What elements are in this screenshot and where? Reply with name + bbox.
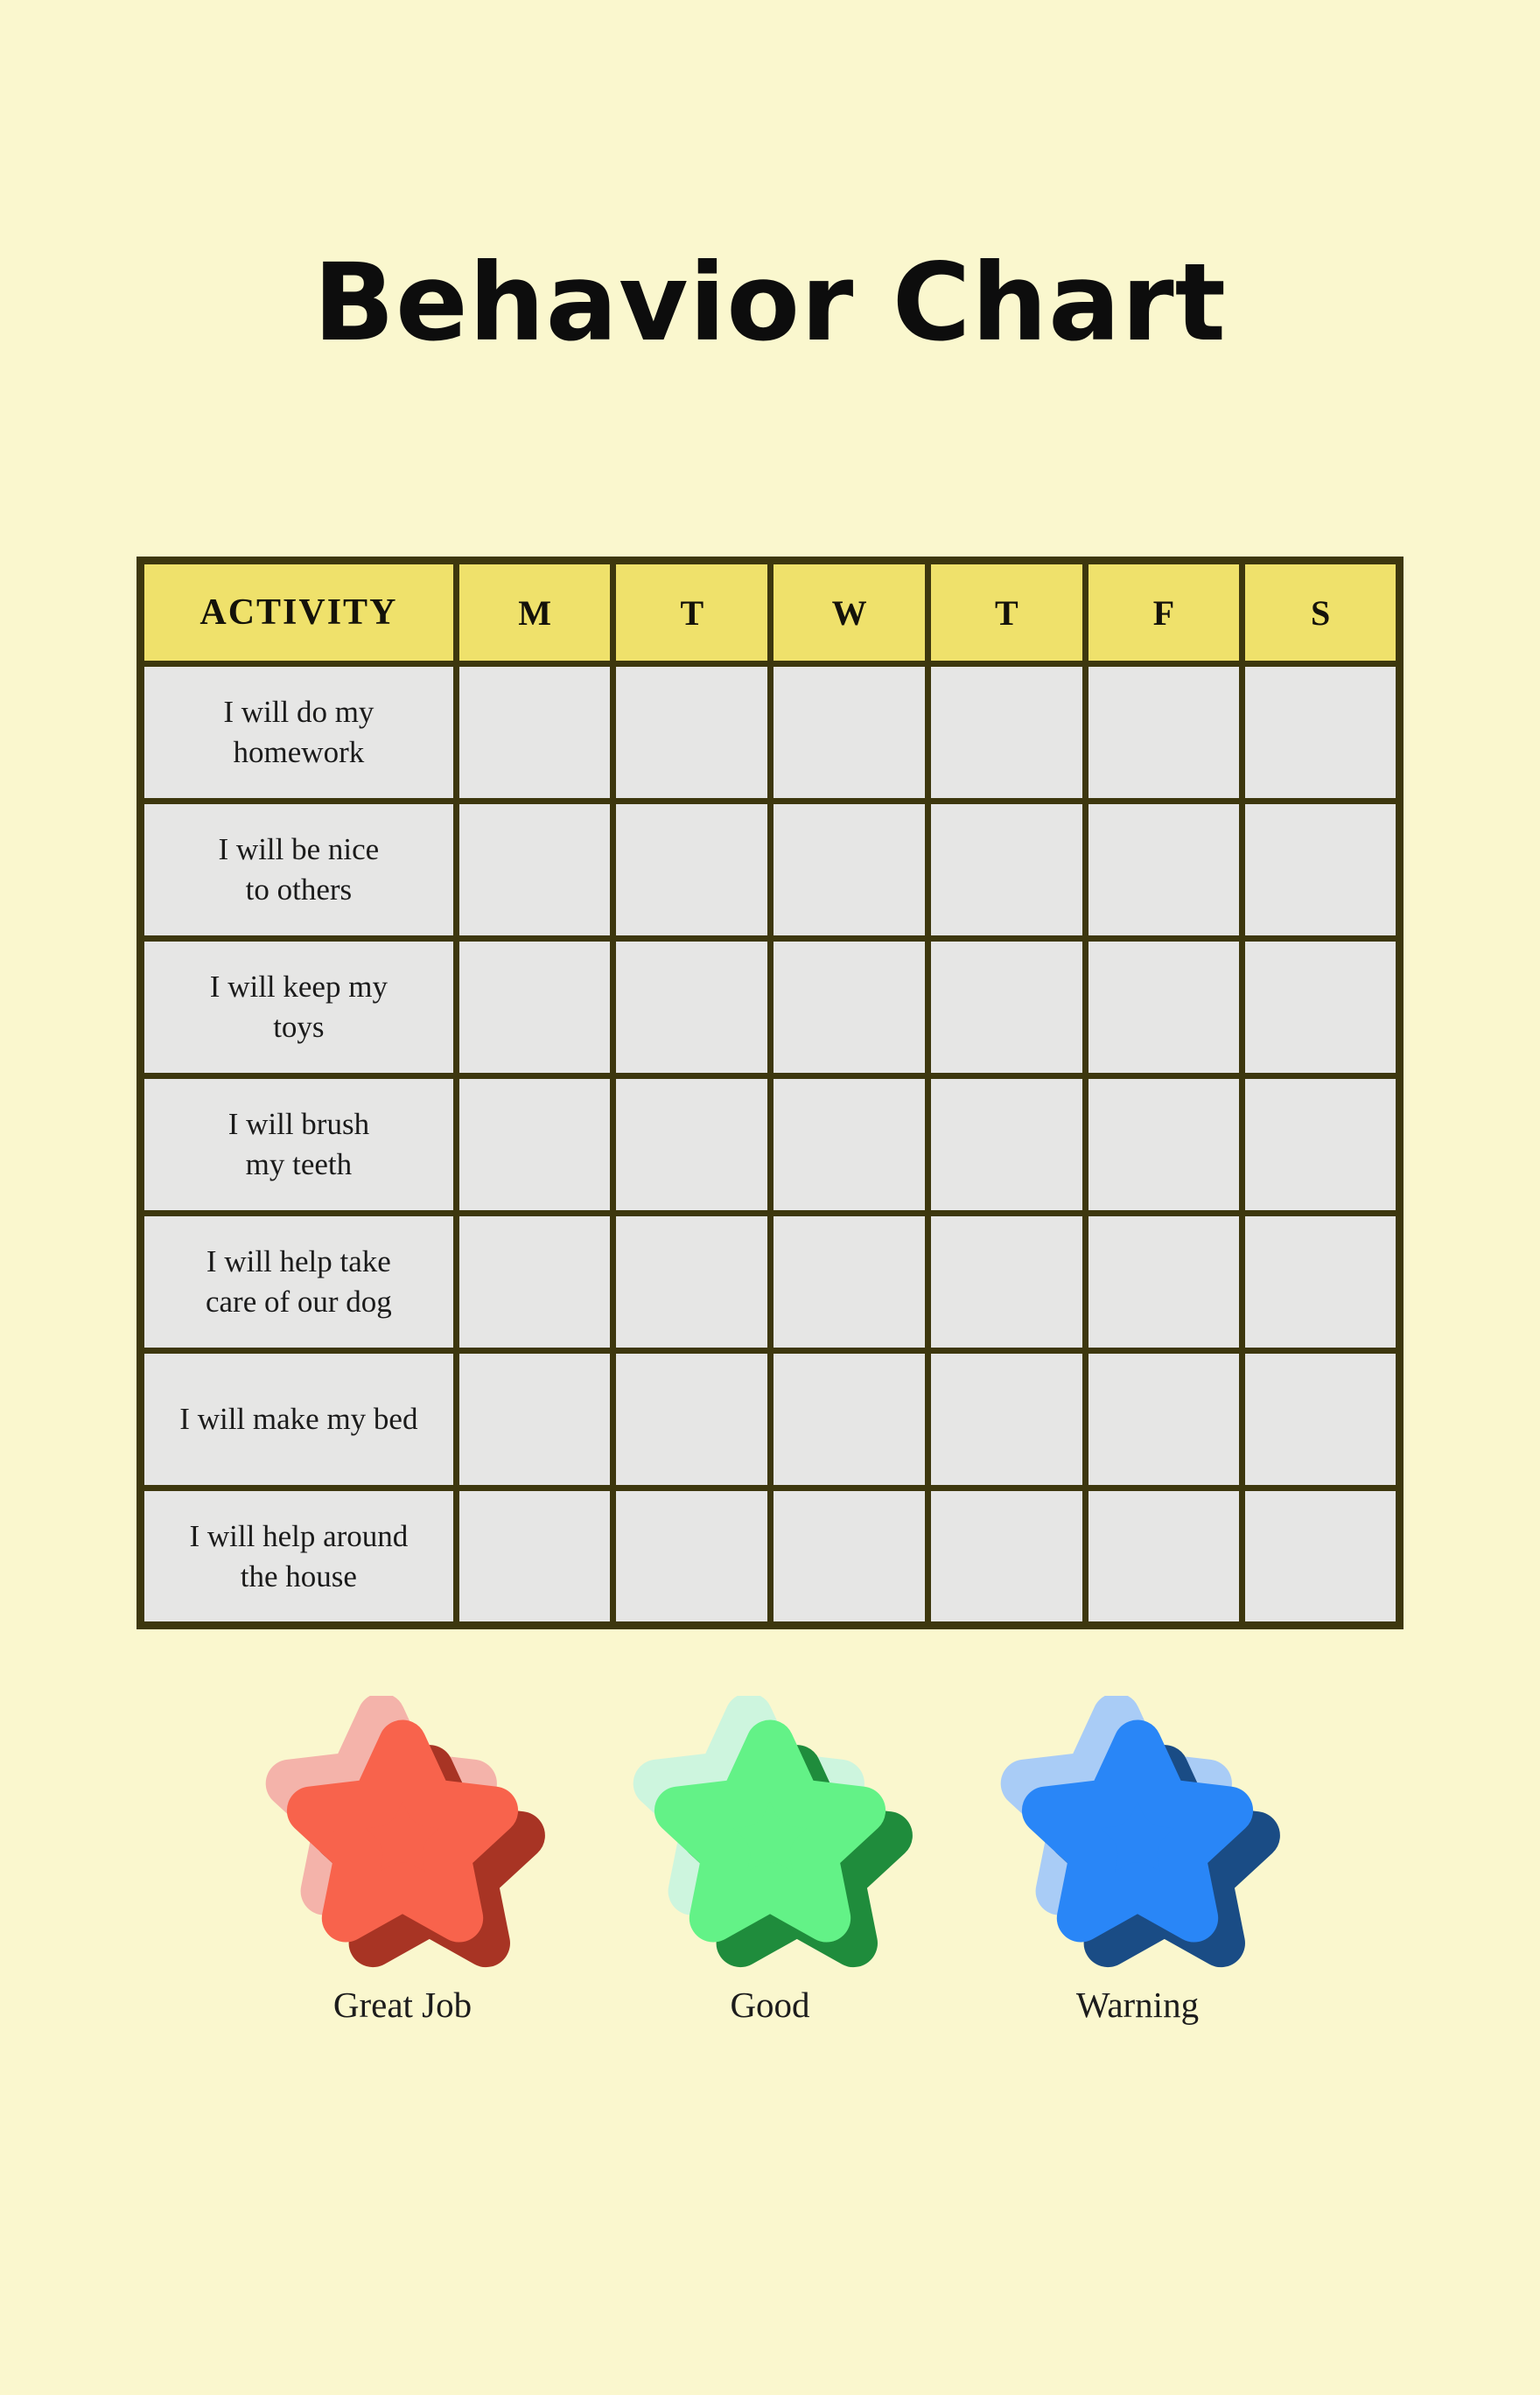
- day-cell[interactable]: [452, 1485, 617, 1629]
- day-header-thursday: T: [924, 557, 1088, 668]
- day-cell[interactable]: [767, 1485, 931, 1629]
- day-cell[interactable]: [1082, 798, 1246, 942]
- day-cell[interactable]: [610, 935, 774, 1080]
- legend-label-warning: Warning: [1075, 1985, 1200, 2026]
- activity-label: I will do my homework: [137, 661, 459, 805]
- activity-label: I will help take care of our dog: [137, 1210, 459, 1355]
- day-cell[interactable]: [767, 661, 931, 805]
- activity-label: I will help around the house: [137, 1485, 459, 1629]
- day-cell[interactable]: [1082, 1485, 1246, 1629]
- star-body: [654, 1719, 886, 1943]
- star-body: [286, 1719, 519, 1943]
- day-cell[interactable]: [1239, 1348, 1403, 1492]
- day-cell[interactable]: [924, 935, 1088, 1080]
- day-cell[interactable]: [924, 1210, 1088, 1355]
- day-cell[interactable]: [767, 798, 931, 942]
- activity-column-header: ACTIVITY: [137, 557, 459, 668]
- day-cell[interactable]: [1082, 1210, 1246, 1355]
- table-row: I will be nice to others: [137, 798, 1403, 942]
- table-row: I will do my homework: [137, 661, 1403, 805]
- legend-label-good: Good: [730, 1985, 810, 2026]
- behavior-table: ACTIVITY M T W T F S I will do my homewo…: [136, 557, 1404, 1630]
- day-cell[interactable]: [610, 1485, 774, 1629]
- activity-label: I will be nice to others: [137, 798, 459, 942]
- behavior-table-wrap: ACTIVITY M T W T F S I will do my homewo…: [136, 557, 1404, 1630]
- day-cell[interactable]: [452, 1073, 617, 1217]
- day-cell[interactable]: [1239, 1485, 1403, 1629]
- activity-label: I will keep my toys: [137, 935, 459, 1080]
- table-row: I will make my bed: [137, 1348, 1403, 1492]
- day-cell[interactable]: [767, 935, 931, 1080]
- day-cell[interactable]: [1239, 661, 1403, 805]
- day-header-tuesday: T: [610, 557, 774, 668]
- day-cell[interactable]: [452, 661, 617, 805]
- day-cell[interactable]: [924, 1485, 1088, 1629]
- day-cell[interactable]: [924, 661, 1088, 805]
- red-star-icon: [265, 1696, 545, 1968]
- day-header-monday: M: [452, 557, 617, 668]
- day-cell[interactable]: [610, 1210, 774, 1355]
- day-cell[interactable]: [924, 1348, 1088, 1492]
- day-header-saturday: S: [1239, 557, 1403, 668]
- legend-label-great-job: Great Job: [332, 1985, 472, 2026]
- day-cell[interactable]: [452, 798, 617, 942]
- day-cell[interactable]: [1239, 798, 1403, 942]
- star-body: [1021, 1719, 1254, 1943]
- green-star-icon: [633, 1696, 913, 1968]
- day-cell[interactable]: [1082, 1348, 1246, 1492]
- day-cell[interactable]: [924, 798, 1088, 942]
- blue-star-icon: [1000, 1696, 1280, 1968]
- day-header-wednesday: W: [767, 557, 931, 668]
- day-cell[interactable]: [1082, 661, 1246, 805]
- day-cell[interactable]: [1239, 1210, 1403, 1355]
- day-cell[interactable]: [610, 661, 774, 805]
- day-cell[interactable]: [1082, 1073, 1246, 1217]
- day-cell[interactable]: [1082, 935, 1246, 1080]
- day-cell[interactable]: [1239, 1073, 1403, 1217]
- day-cell[interactable]: [452, 1348, 617, 1492]
- activity-label: I will make my bed: [137, 1348, 459, 1492]
- legend-item-great-job: Great Job: [258, 1696, 547, 2026]
- table-header-row: ACTIVITY M T W T F S: [137, 557, 1403, 668]
- day-cell[interactable]: [924, 1073, 1088, 1217]
- day-cell[interactable]: [452, 935, 617, 1080]
- activity-label: I will brush my teeth: [137, 1073, 459, 1217]
- table-row: I will help around the house: [137, 1485, 1403, 1629]
- day-cell[interactable]: [452, 1210, 617, 1355]
- day-cell[interactable]: [610, 1348, 774, 1492]
- legend: Great Job Good Warning: [0, 1696, 1540, 2026]
- day-cell[interactable]: [610, 798, 774, 942]
- day-cell[interactable]: [767, 1073, 931, 1217]
- table-row: I will help take care of our dog: [137, 1210, 1403, 1355]
- day-header-friday: F: [1082, 557, 1246, 668]
- day-cell[interactable]: [767, 1348, 931, 1492]
- page-root: { "page": { "title": "Behavior Chart" },…: [0, 242, 1540, 2395]
- day-cell[interactable]: [1239, 935, 1403, 1080]
- table-row: I will keep my toys: [137, 935, 1403, 1080]
- day-cell[interactable]: [610, 1073, 774, 1217]
- page-title: Behavior Chart: [313, 241, 1227, 365]
- day-cell[interactable]: [767, 1210, 931, 1355]
- legend-item-good: Good: [626, 1696, 914, 2026]
- table-row: I will brush my teeth: [137, 1073, 1403, 1217]
- legend-item-warning: Warning: [993, 1696, 1282, 2026]
